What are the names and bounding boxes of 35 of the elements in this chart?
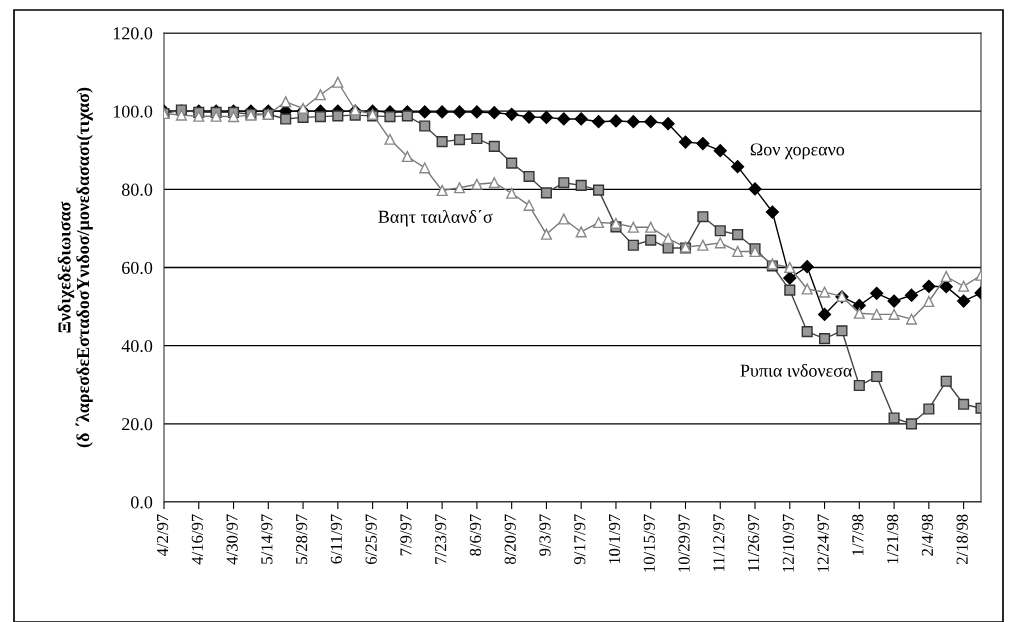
x-tick-label: 10/15/97	[643, 514, 655, 572]
x-tick-label: 9/17/97	[574, 514, 586, 565]
series-label: Ρυπια ινδονεσα	[740, 363, 852, 377]
x-tick-label: 5/28/97	[295, 514, 308, 564]
x-tick-label: 4/2/97	[156, 514, 169, 557]
x-tick-label: 10/29/97	[678, 514, 690, 572]
y-tick-label: 100.0	[113, 105, 153, 118]
y-tick-label: 120.0	[113, 27, 153, 40]
x-tick-label: 10/1/97	[608, 514, 621, 564]
x-tick-label: 6/25/97	[365, 514, 377, 565]
y-axis-title: Ξνδιχεδεδιωισασ (δ ΄λαρεσδεΕσταδοσΥνιδοσ/μονεδασασι(τιχασ)	[57, 87, 93, 448]
x-tick-label: 8/6/97	[469, 514, 482, 556]
x-tick-label: 1/7/98	[852, 514, 864, 555]
x-tick-label: 4/16/97	[191, 514, 203, 565]
x-tick-label: 9/3/97	[539, 514, 551, 556]
x-tick-label: 11/12/97	[713, 514, 725, 571]
x-tick-label: 1/21/98	[887, 514, 899, 564]
x-tick-label: 4/30/97	[226, 514, 238, 565]
x-tick-label: 11/26/97	[747, 514, 760, 571]
x-tick-label: 7/9/97	[400, 514, 412, 556]
series-label: Βαητ ταιλανδ΄σ	[378, 209, 493, 227]
x-tick-label: 6/11/97	[330, 514, 342, 564]
x-tick-label: 2/18/98	[956, 514, 968, 564]
x-tick-label: 12/24/97	[817, 514, 829, 572]
x-tick-label: 5/14/97	[261, 514, 273, 564]
y-tick-label: 80.0	[121, 183, 153, 196]
y-tick-label: 40.0	[121, 339, 153, 353]
y-tick-label: 20.0	[122, 418, 153, 431]
x-tick-label: 8/20/97	[504, 514, 516, 565]
y-tick-label: 60.0	[122, 261, 153, 275]
x-tick-label: 7/23/97	[435, 514, 447, 564]
y-tick-label: 0.0	[131, 496, 153, 509]
series-label: Ωον χορεανο	[750, 143, 845, 160]
x-tick-label: 2/4/98	[921, 514, 934, 556]
x-tick-label: 12/10/97	[782, 514, 794, 572]
